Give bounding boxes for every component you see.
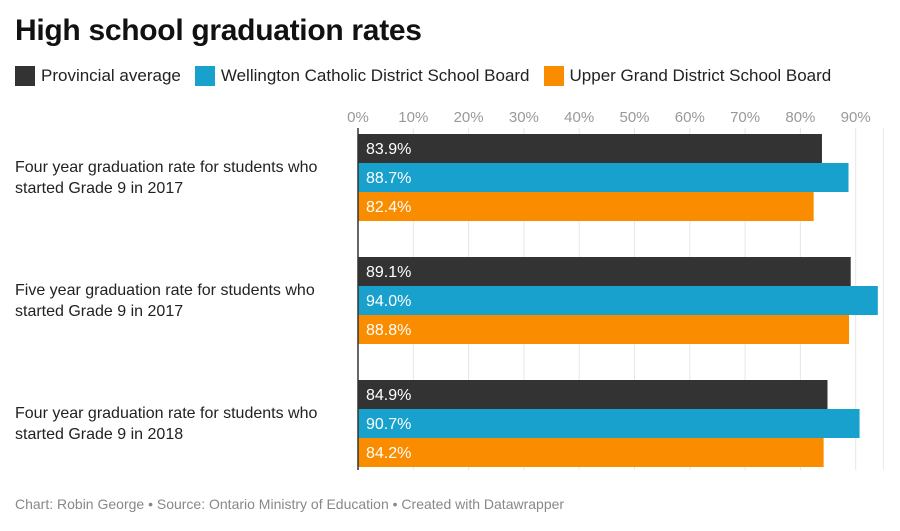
bar-value-label: 83.9% bbox=[366, 141, 411, 158]
bar bbox=[358, 163, 849, 192]
category-label: Five year graduation rate for students w… bbox=[15, 281, 315, 320]
bar bbox=[358, 257, 851, 286]
legend-item: Provincial average bbox=[15, 66, 181, 86]
legend-item: Wellington Catholic District School Boar… bbox=[194, 66, 530, 86]
bar bbox=[358, 438, 824, 467]
bar bbox=[358, 286, 878, 315]
legend-swatch bbox=[194, 66, 215, 86]
legend: Provincial average Wellington Catholic Di… bbox=[15, 66, 831, 86]
x-tick-label: 0% bbox=[347, 109, 369, 126]
bar-value-label: 94.0% bbox=[366, 293, 411, 310]
chart-footer: Chart: Robin George • Source: Ontario Mi… bbox=[15, 496, 565, 512]
x-tick-label: 50% bbox=[619, 109, 649, 126]
bar bbox=[358, 409, 860, 438]
bar bbox=[358, 192, 814, 221]
legend-swatch bbox=[543, 66, 564, 86]
x-tick-label: 70% bbox=[730, 109, 760, 126]
bar-value-label: 89.1% bbox=[366, 264, 411, 281]
legend-swatch bbox=[15, 66, 35, 86]
category-label: Four year graduation rate for students w… bbox=[15, 158, 318, 197]
bar-value-label: 84.2% bbox=[366, 445, 411, 462]
x-tick-label: 20% bbox=[454, 109, 484, 126]
legend-label: Wellington Catholic District School Boar… bbox=[220, 66, 530, 85]
x-tick-label: 60% bbox=[675, 109, 705, 126]
x-tick-label: 80% bbox=[785, 109, 815, 126]
bar-value-label: 84.9% bbox=[366, 387, 411, 404]
bar-value-label: 88.7% bbox=[366, 170, 411, 187]
chart-title: High school graduation rates bbox=[15, 14, 422, 47]
legend-label: Provincial average bbox=[41, 66, 181, 85]
bar-value-label: 88.8% bbox=[366, 322, 411, 339]
bar bbox=[358, 134, 822, 163]
bar-value-label: 82.4% bbox=[366, 199, 411, 216]
x-tick-label: 30% bbox=[509, 109, 539, 126]
legend-label: Upper Grand District School Board bbox=[569, 66, 832, 85]
x-tick-label: 40% bbox=[564, 109, 594, 126]
legend-item: Upper Grand District School Board bbox=[543, 66, 832, 86]
bar bbox=[358, 315, 850, 344]
x-tick-label: 90% bbox=[841, 109, 871, 126]
bar bbox=[358, 380, 828, 409]
x-tick-label: 10% bbox=[398, 109, 428, 126]
bar-value-label: 90.7% bbox=[366, 416, 411, 433]
category-label: Four year graduation rate for students w… bbox=[15, 404, 318, 443]
